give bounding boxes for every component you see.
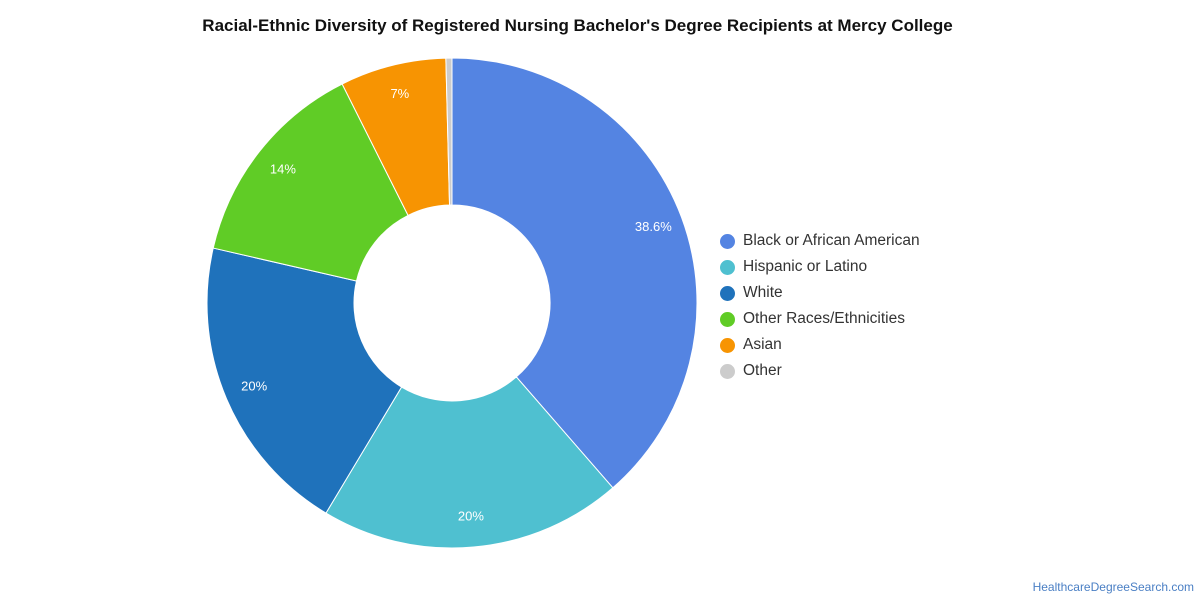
slice-value-label: 14% (270, 162, 296, 177)
donut-slices (206, 57, 698, 549)
legend-label: Black or African American (743, 232, 920, 249)
donut-slice-other-races-ethnicities[interactable] (212, 83, 409, 282)
donut-slice-white[interactable] (206, 247, 403, 514)
slice-value-label: 20% (241, 379, 267, 394)
legend-swatch-icon (720, 259, 735, 275)
legend-item[interactable]: Asian (720, 332, 920, 358)
legend-label: Other (743, 362, 782, 379)
slice-value-label: 38.6% (635, 219, 672, 234)
legend-swatch-icon (720, 311, 735, 327)
slice-value-label: 20% (458, 509, 484, 524)
legend-swatch-icon (720, 233, 735, 249)
legend: Black or African American Hispanic or La… (720, 228, 920, 384)
legend-item[interactable]: White (720, 280, 920, 306)
legend-item[interactable]: Black or African American (720, 228, 920, 254)
donut-slice-hispanic-or-latino[interactable] (325, 376, 614, 549)
legend-label: White (743, 284, 783, 301)
legend-label: Hispanic or Latino (743, 258, 868, 275)
donut-slice-black-or-african-american[interactable] (451, 57, 698, 489)
watermark-link[interactable]: HealthcareDegreeSearch.com (1032, 580, 1194, 594)
legend-item[interactable]: Other Races/Ethnicities (720, 306, 920, 332)
legend-label: Other Races/Ethnicities (743, 310, 905, 327)
legend-item[interactable]: Other (720, 358, 920, 384)
legend-swatch-icon (720, 337, 735, 353)
donut-slice-labels: 38.6% 20% 20% 14% 7% (241, 86, 672, 524)
legend-swatch-icon (720, 285, 735, 301)
legend-swatch-icon (720, 363, 735, 379)
legend-label: Asian (743, 336, 782, 353)
chart-title: Racial-Ethnic Diversity of Registered Nu… (202, 16, 953, 35)
slice-value-label: 7% (390, 86, 409, 101)
legend-item[interactable]: Hispanic or Latino (720, 254, 920, 280)
donut-slice-other[interactable] (445, 57, 453, 206)
